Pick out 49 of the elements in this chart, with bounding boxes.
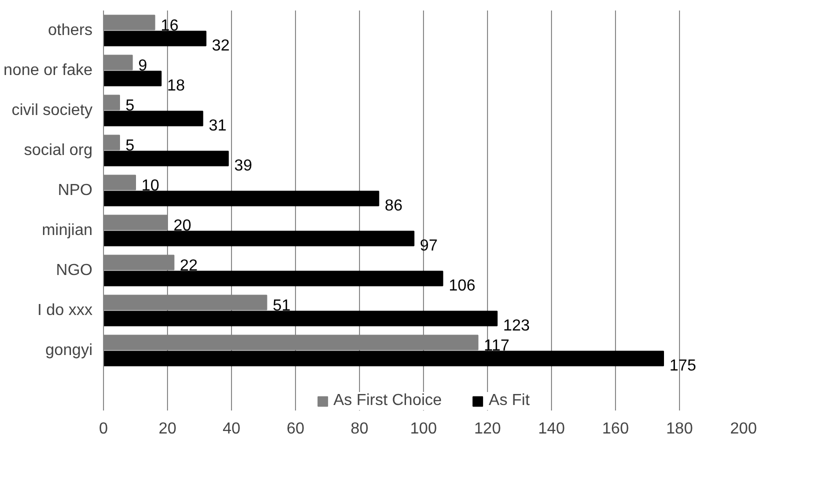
x-tick-label: 80 [350,420,368,438]
data-label: 10 [142,178,160,194]
data-label: 97 [420,238,438,254]
data-label: 5 [126,98,134,114]
data-label: 106 [448,278,476,294]
data-label: 39 [234,158,252,174]
y-tick-label: none or fake [4,62,93,79]
y-tick-label: I do xxx [37,302,93,319]
bar [104,110,204,126]
data-label: 16 [160,18,179,34]
x-tick-label: 60 [286,420,304,438]
y-tick-label: minjian [42,222,92,239]
data-label: 22 [180,258,198,274]
data-label: 123 [503,318,530,334]
x-tick-label: 160 [602,420,629,438]
data-label: 20 [174,218,192,234]
x-tick-label: 100 [410,420,437,438]
data-label: 51 [272,298,291,314]
y-tick-label: civil society [12,102,92,119]
data-label: 32 [212,38,230,54]
x-tick-label: 180 [666,420,693,438]
y-tick-label: gongyi [45,342,93,359]
y-tick-label: NGO [56,262,93,279]
data-label: 18 [167,78,185,94]
bar [104,70,162,86]
data-label: 5 [126,138,134,154]
bar [104,270,444,286]
x-tick-label: 40 [222,420,240,438]
legend-label: As First Choice [333,392,442,410]
y-tick-label: NPO [58,182,92,199]
x-tick-label: 200 [730,420,757,438]
data-label: 175 [670,358,696,374]
bar [104,190,380,206]
legend-label: As Fit [488,392,530,410]
bar [104,350,664,366]
bar [104,150,229,166]
data-label: 86 [384,198,403,214]
bar [104,30,206,46]
x-tick-label: 20 [158,420,176,438]
bar [104,230,414,246]
y-tick-label: social org [24,142,93,159]
x-tick-label: 140 [538,420,565,438]
x-tick-label: 120 [474,420,501,438]
bar [104,310,498,326]
data-label: 9 [138,58,148,74]
data-label: 31 [208,118,227,134]
x-tick-label: 0 [99,420,108,438]
y-tick-label: others [48,22,92,39]
data-label: 117 [484,338,510,354]
